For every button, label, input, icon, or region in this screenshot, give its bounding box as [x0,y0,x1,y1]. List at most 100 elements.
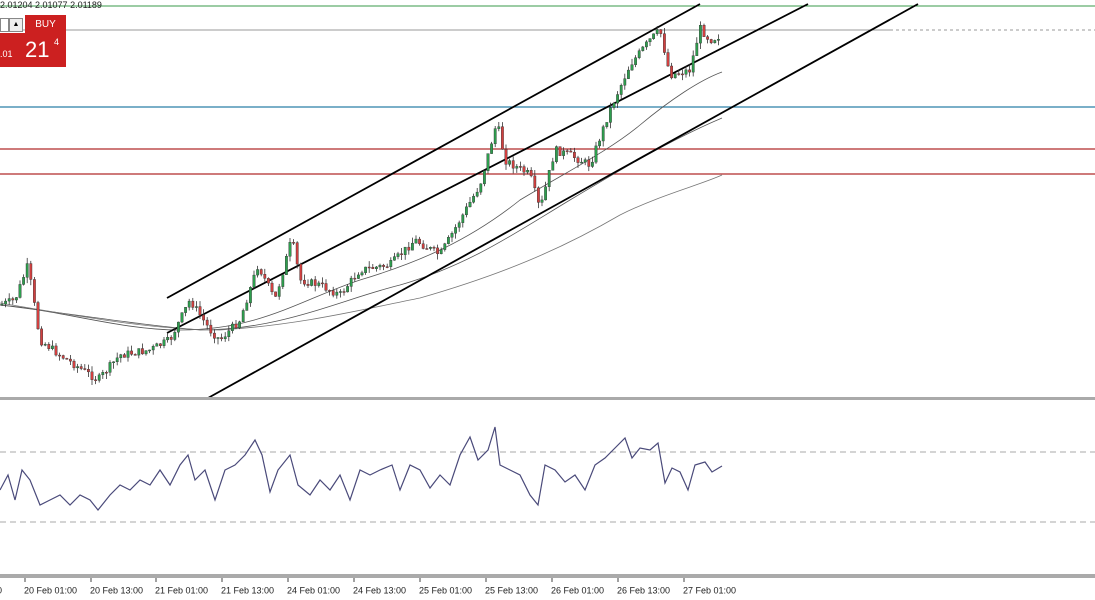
candle-body [666,52,670,67]
candle-body [148,349,151,352]
candle-body [130,350,133,355]
candle-body [259,269,263,275]
buy-button[interactable]: BUY [25,15,66,67]
candle-body [158,343,162,346]
candle-body [25,263,29,278]
candle-body [677,73,681,75]
time-label: 25 Feb 01:00 [419,585,472,595]
candle-body [317,282,321,286]
candle-body [544,186,548,201]
candle-body [432,247,436,249]
candle-body [234,323,238,329]
candle-body [526,170,530,173]
time-label: 26 Feb 01:00 [551,585,604,595]
candle-body [198,306,202,316]
candle-body [547,170,551,187]
channel-line [207,3,919,399]
candle-body [321,282,324,285]
candle-body [43,344,47,346]
candle-body [230,323,234,331]
candle-body [349,277,353,287]
candle-body [86,369,90,373]
candle-body [551,161,555,171]
candle-body [483,170,486,185]
candle-body [36,302,40,330]
candle-body [619,85,623,95]
candle-body [277,286,281,297]
candle-body [209,324,213,334]
candle-body [389,260,393,267]
candle-body [425,248,429,250]
moving-average [0,117,723,331]
candle-body [97,374,101,381]
candle-body [569,150,573,153]
candle-body [101,372,105,376]
candle-body [573,151,576,158]
candle-body [299,263,303,281]
candle-body [519,166,522,168]
candle-body [418,238,421,245]
price-prefix: .01 [0,49,13,59]
rsi-line [0,426,723,511]
candle-body [33,279,36,303]
candle-body [187,300,191,308]
candle-body [468,201,472,208]
candle-body [7,298,11,302]
candle-body [281,274,285,287]
candle-body [155,343,159,347]
candle-body [133,354,137,356]
candle-body [292,242,295,244]
candle-body [313,279,317,286]
candle-body [457,222,461,228]
candle-body [79,366,83,369]
candle-body [295,242,299,265]
candle-body [378,264,382,268]
buy-label: BUY [35,19,56,30]
price-box [0,33,25,67]
candle-body [194,306,198,308]
candle-body [151,346,155,351]
candle-body [623,78,627,86]
candle-body [205,319,209,326]
candle-body [555,146,558,162]
moving-average [0,71,723,331]
candle-body [241,310,245,323]
candle-body [533,175,537,189]
candle-body [429,247,432,249]
candle-body [90,371,94,380]
candle-body [504,149,508,165]
spin-button[interactable]: ▲ [9,18,23,32]
time-label: 20 Feb 13:00 [90,585,143,595]
candle-body [54,345,58,356]
small-button[interactable] [0,18,9,32]
candle-body [497,126,501,129]
candle-body [285,256,288,275]
candle-body [594,145,598,163]
candle-body [324,283,328,291]
candle-body [22,277,25,285]
candle-body [634,57,638,65]
candle-body [605,122,609,127]
candle-body [630,64,634,71]
price-small: 4 [54,37,60,47]
candle-body [18,284,22,298]
candle-body [529,170,533,177]
time-label: 24 Feb 13:00 [353,585,406,595]
candle-body [439,249,443,255]
candle-body [652,33,656,39]
candle-body [220,337,223,340]
candle-body [126,350,130,358]
panel-separator [0,397,1095,400]
candle-body [648,38,652,43]
candle-body [540,199,544,203]
candle-body [252,274,256,288]
candle-body [702,25,706,37]
candle-body [339,291,342,293]
ohlc-text: 2.01204 2.01077 2.01189 [0,0,102,10]
candle-body [328,290,331,292]
time-label: 00 [0,585,2,595]
candle-body [40,328,44,346]
time-label: 26 Feb 13:00 [617,585,670,595]
candle-body [637,50,641,58]
